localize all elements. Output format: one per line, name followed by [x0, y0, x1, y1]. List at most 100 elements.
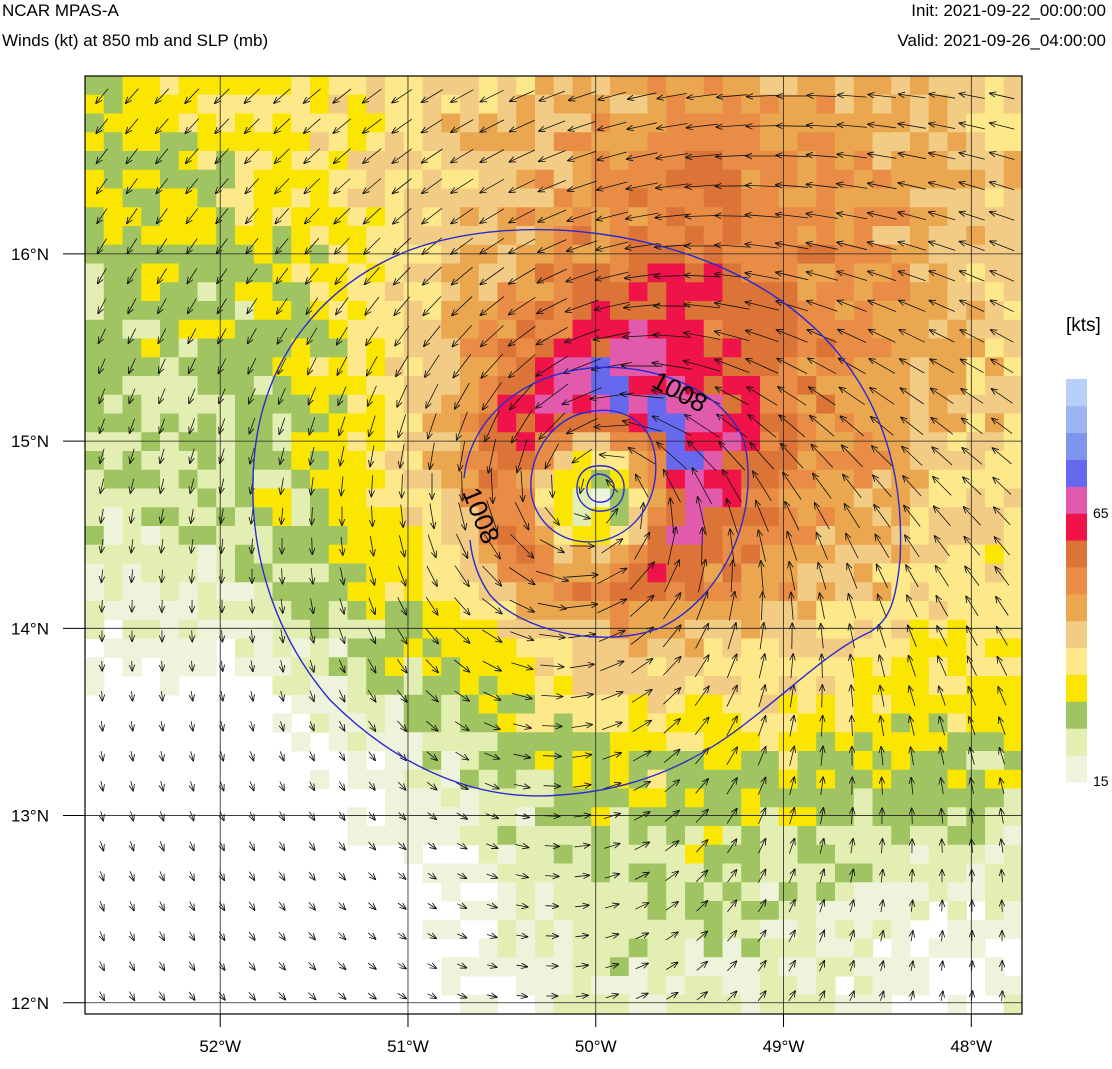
wind-speed-cell [816, 1013, 836, 1014]
wind-speed-cell [835, 394, 855, 415]
wind-vector [396, 659, 407, 672]
wind-speed-cell [103, 469, 124, 490]
wind-speed-cell [647, 826, 667, 846]
wind-speed-cell [610, 76, 630, 96]
wind-speed-cell [347, 394, 367, 415]
wind-speed-cell [741, 76, 761, 96]
wind-speed-cell [235, 376, 255, 396]
wind-speed-cell [403, 132, 424, 152]
wind-speed-cell [535, 488, 555, 508]
wind-speed-cell [122, 207, 142, 227]
wind-speed-cell [628, 882, 649, 902]
wind-speed-cell [910, 619, 930, 640]
wind-speed-cell [891, 451, 911, 471]
wind-speed-cell [516, 132, 536, 152]
wind-speed-cell [647, 807, 667, 827]
wind-speed-cell [553, 526, 574, 546]
wind-speed-cell [460, 994, 480, 1014]
wind-speed-cell [966, 713, 986, 733]
wind-vector [868, 95, 896, 98]
wind-vector [537, 268, 567, 283]
wind-speed-cell [460, 863, 480, 883]
wind-vector [997, 657, 1008, 676]
wind-speed-cell [141, 94, 161, 115]
wind-speed-cell [835, 113, 855, 133]
wind-vector [392, 88, 413, 102]
wind-speed-cell [403, 601, 424, 621]
wind-speed-cell [591, 338, 611, 358]
wind-speed-cell [122, 376, 142, 396]
wind-speed-cell [291, 432, 311, 452]
wind-speed-cell [666, 132, 686, 152]
wind-speed-cell [497, 526, 517, 546]
wind-vector [161, 781, 164, 791]
wind-speed-cell [722, 94, 742, 115]
wind-speed-cell [553, 244, 574, 265]
wind-speed-cell [460, 376, 480, 396]
wind-speed-cell [385, 226, 405, 246]
wind-speed-cell [703, 188, 724, 208]
wind-speed-cell [197, 113, 217, 133]
wind-speed-cell [422, 226, 442, 246]
wind-speed-cell [310, 226, 330, 246]
wind-vector [462, 471, 463, 501]
wind-vector [929, 123, 956, 129]
wind-speed-cell [422, 807, 442, 827]
wind-speed-cell [197, 301, 217, 321]
wind-speed-cell [478, 282, 499, 302]
wind-vector [573, 513, 590, 519]
wind-vector [481, 353, 504, 378]
wind-vector [246, 238, 259, 253]
wind-speed-cell [328, 357, 349, 377]
wind-speed-cell [535, 113, 555, 133]
wind-vector [131, 721, 133, 731]
wind-vector [339, 720, 344, 731]
wind-speed-cell [928, 132, 949, 152]
wind-vector [937, 626, 948, 647]
wind-speed-cell [1023, 920, 1042, 939]
wind-vector [281, 660, 284, 672]
wind-speed-cell [928, 676, 949, 696]
wind-vector [427, 964, 437, 969]
wind-speed-cell [122, 263, 142, 283]
wind-speed-cell [216, 94, 236, 115]
wind-speed-cell [591, 169, 611, 190]
wind-speed-cell [760, 657, 780, 677]
wind-vector [787, 532, 798, 561]
wind-speed-cell [853, 919, 874, 940]
wind-vector [483, 382, 502, 409]
wind-speed-cell [328, 226, 349, 246]
wind-vector [454, 690, 470, 701]
wind-speed-cell [478, 732, 499, 752]
wind-speed-cell [460, 207, 480, 227]
wind-speed-cell [703, 863, 724, 883]
wind-speed-cell [460, 957, 480, 977]
wind-vector [101, 569, 102, 583]
wind-speed-cell [797, 732, 817, 752]
wind-vector [728, 592, 735, 621]
wind-vector [726, 685, 737, 707]
wind-speed-cell [610, 957, 630, 977]
wind-speed-cell [760, 151, 780, 171]
wind-speed-cell [516, 788, 536, 808]
wind-speed-cell [441, 826, 461, 846]
wind-speed-cell [778, 957, 799, 977]
wind-speed-cell [347, 526, 367, 546]
wind-speed-cell [516, 826, 536, 846]
wind-speed-cell [910, 263, 930, 283]
wind-speed-cell [478, 207, 499, 227]
wind-vector [338, 932, 345, 940]
wind-speed-cell [1003, 376, 1022, 396]
wind-speed-cell [197, 132, 217, 152]
wind-speed-cell [835, 469, 855, 490]
wind-speed-cell [460, 263, 480, 283]
wind-speed-cell [216, 226, 236, 246]
wind-vector [274, 118, 291, 134]
wind-speed-cell [103, 244, 124, 265]
wind-speed-fill [85, 76, 1042, 1014]
wind-vector [304, 148, 321, 164]
wind-speed-cell [572, 601, 592, 621]
wind-vector [552, 474, 553, 498]
wind-speed-cell [628, 919, 649, 940]
wind-speed-cell [160, 169, 180, 190]
